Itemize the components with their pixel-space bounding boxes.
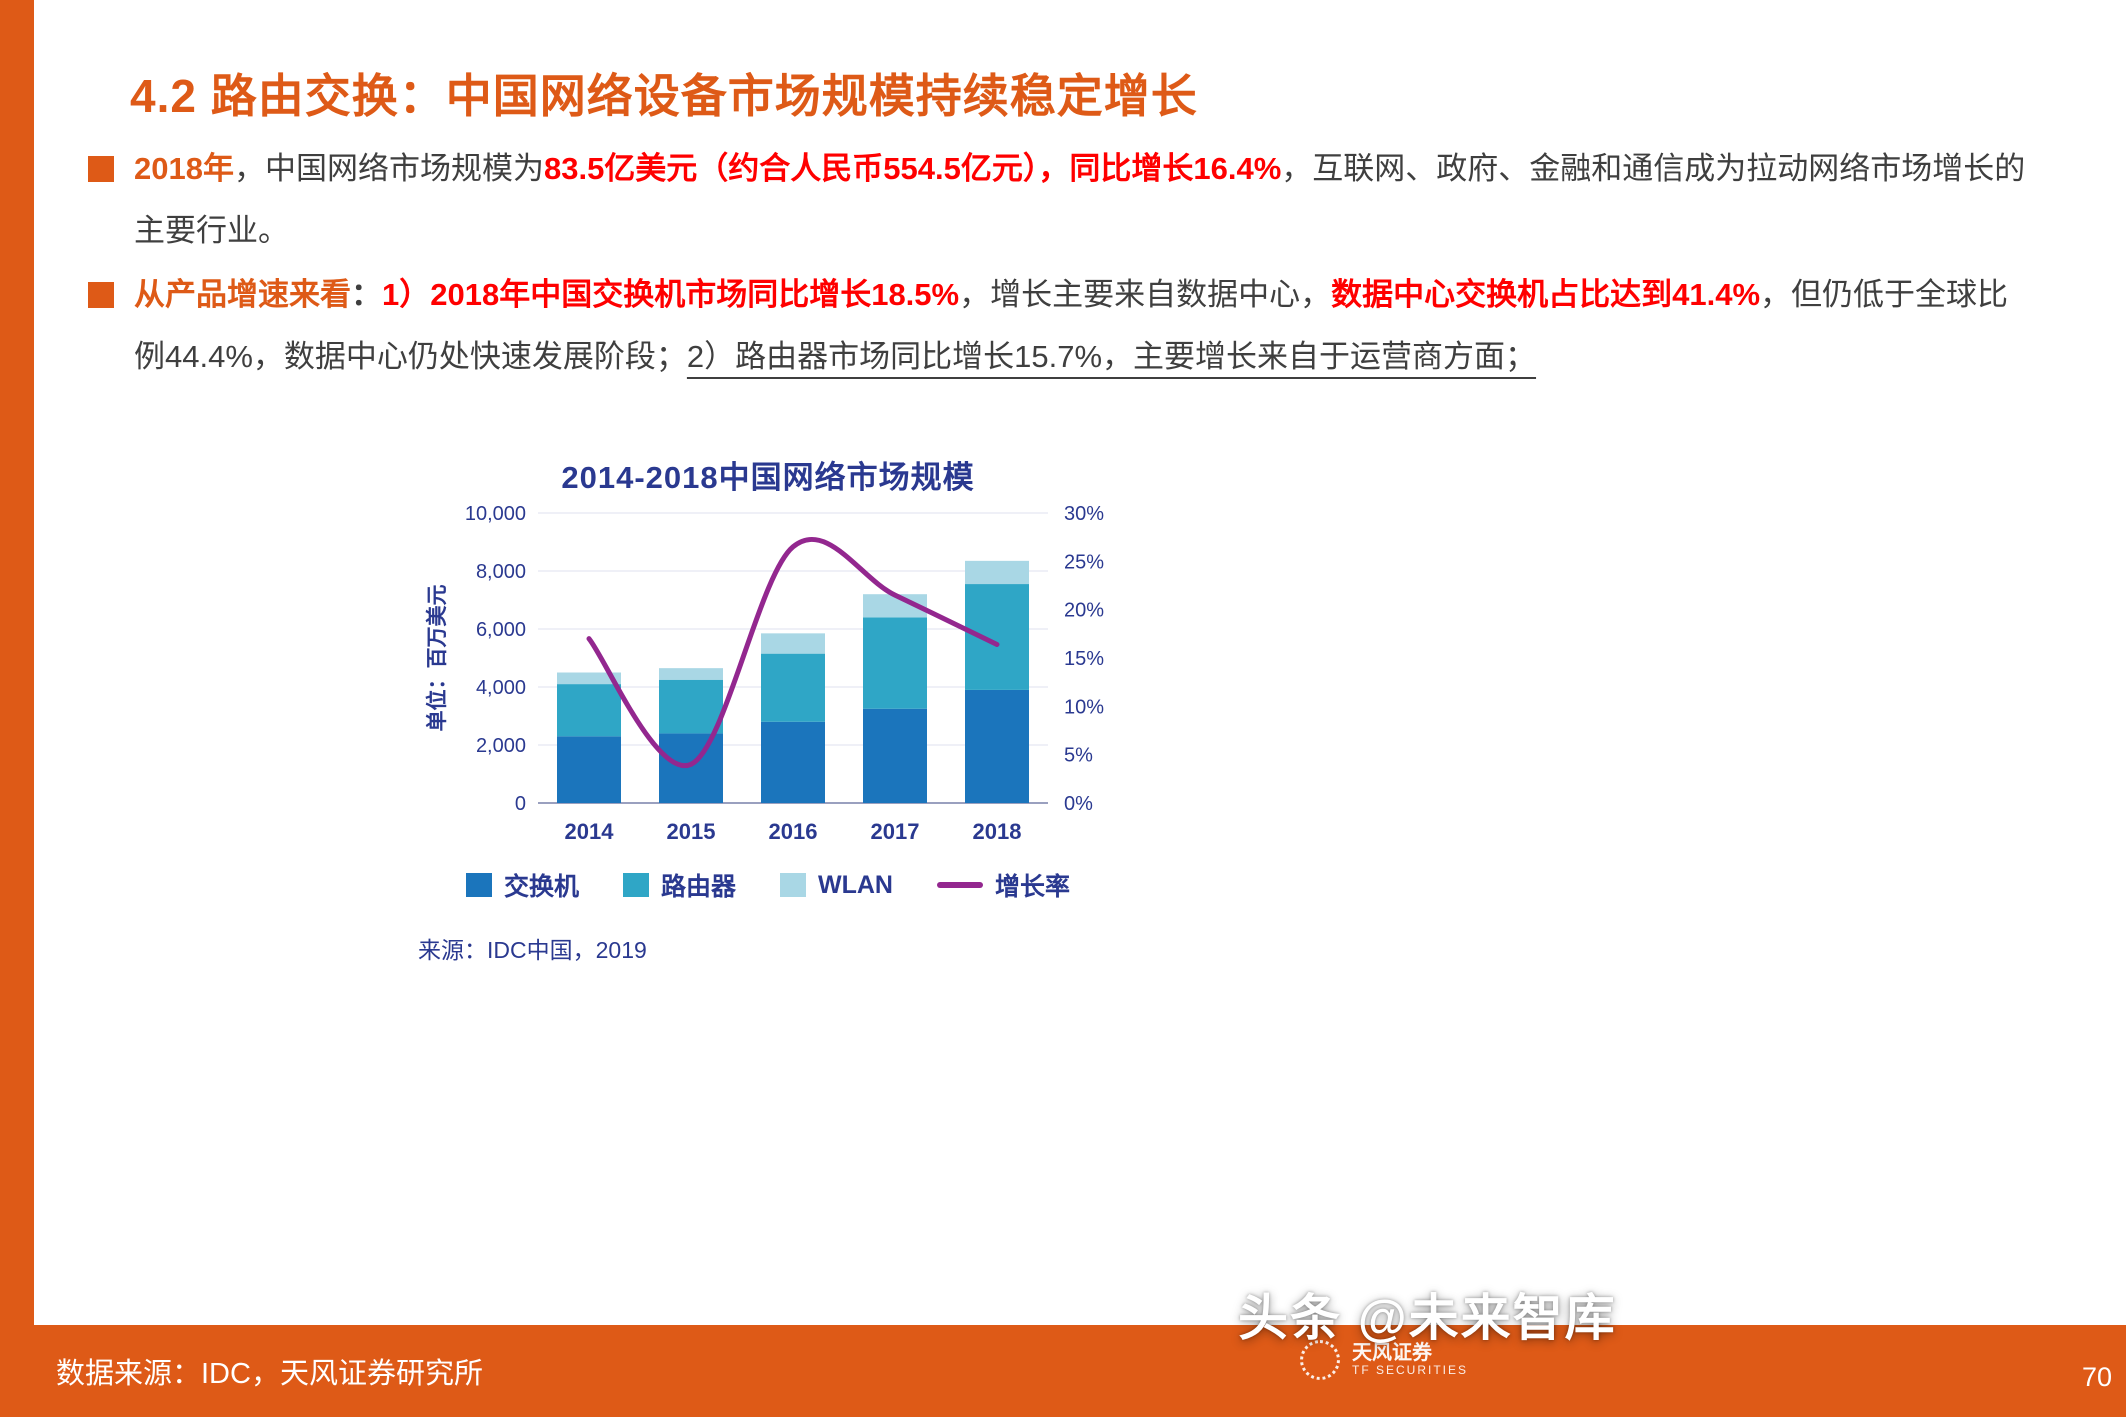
left-axis-tick-label: 10,000 (465, 505, 526, 525)
bar-segment (965, 584, 1029, 690)
bullet-item-2: 从产品增速来看：1）2018年中国交换机市场同比增长18.5%，增长主要来自数据… (88, 264, 2038, 388)
bar-segment (659, 679, 723, 734)
text-segment: ，增长主要来自数据中心， (959, 277, 1332, 312)
legend-square-swatch-icon (623, 873, 649, 897)
text-segment: ，但仍低于全球比例44.4%，数据中心仍处快速发展阶段； (134, 277, 2009, 374)
legend-square-swatch-icon (780, 873, 807, 897)
page-title: 4.2 路由交换：中国网络设备市场规模持续稳定增长 (130, 70, 1198, 122)
left-axis-tick-label: 6,000 (476, 619, 526, 641)
toutiao-watermark: 头条 @未来智库 (1238, 1290, 1617, 1346)
bar-segment (863, 708, 927, 803)
bar-segment (557, 684, 621, 737)
footer-bar: 数据来源：IDC，天风证券研究所 (0, 1325, 2126, 1417)
text-segment: 数据中心交换机占比达到41.4% (1331, 277, 1761, 312)
right-axis-tick-label: 15% (1064, 648, 1104, 670)
bar-segment (863, 617, 927, 709)
market-chart-block: 2014-2018中国网络市场规模 0 2,000 4,000 6,000 8,000 1… (418, 452, 1118, 965)
right-axis-tick-label: 5% (1064, 745, 1093, 767)
legend-item: 路由器 (623, 867, 736, 903)
text-segment: ，中国网络市场规模为 (233, 151, 544, 186)
page-number: 70 (2081, 1362, 2112, 1392)
bullet-text-2: 从产品增速来看：1）2018年中国交换机市场同比增长18.5%，增长主要来自数据… (134, 264, 2034, 388)
chart-legend: 交换机 路由器 WLAN 增长率 (418, 867, 1118, 903)
chart-source-note: 来源：IDC中国，2019 (418, 937, 647, 963)
y-axis-title: 单位：百万美元 (425, 585, 449, 732)
x-axis-label: 2017 (871, 819, 920, 844)
right-axis-tick-label: 30% (1064, 505, 1104, 525)
text-segment: ，互联网、政府、金融和通信成为拉动网络市场增长的主要行业。 (134, 151, 2026, 248)
bar-segment (761, 653, 825, 722)
text-segment: 2）路由器市场同比增长15.7%，主要增长来自于运营商方面； (686, 339, 1537, 374)
bullet-square-icon (88, 156, 114, 182)
legend-item: WLAN (780, 871, 893, 900)
right-axis-tick-label: 0% (1064, 793, 1093, 815)
bar-segment (965, 560, 1029, 585)
right-axis-tick-label: 10% (1064, 696, 1104, 718)
legend-label: 增长率 (995, 873, 1071, 901)
bar-segment (557, 736, 621, 803)
bar-segment (863, 594, 927, 618)
bar-segment (965, 689, 1029, 803)
tf-logo-text: 天风证券 TF SECURITIES (1352, 1342, 1468, 1377)
x-axis-label: 2014 (565, 819, 615, 844)
text-segment: 2018年 (134, 151, 234, 186)
tf-logo-cn: 天风证券 (1352, 1342, 1432, 1365)
bullet-list: 2018年，中国网络市场规模为83.5亿美元（约合人民币554.5亿元），同比增… (88, 138, 2038, 390)
bar-segment (659, 668, 723, 680)
bar-segment (761, 721, 825, 803)
x-axis-label: 2015 (667, 819, 716, 844)
bullet-item-1: 2018年，中国网络市场规模为83.5亿美元（约合人民币554.5亿元），同比增… (88, 138, 2038, 262)
bullet-text-1: 2018年，中国网络市场规模为83.5亿美元（约合人民币554.5亿元），同比增… (134, 138, 2034, 262)
tf-logo-en: TF SECURITIES (1352, 1363, 1469, 1378)
market-chart: 0 2,000 4,000 6,000 8,000 10,000 0% 5% 10% 15% 20%… (418, 503, 1118, 853)
legend-item: 交换机 (465, 867, 579, 903)
bar-segment (557, 672, 621, 685)
legend-item: 增长率 (937, 867, 1070, 903)
text-segment: ： (351, 277, 382, 312)
x-axis-label: 2018 (973, 819, 1022, 844)
legend-label: 交换机 (503, 873, 579, 901)
legend-line-swatch-icon (937, 882, 983, 888)
x-axis-label: 2016 (769, 819, 818, 844)
legend-label: WLAN (818, 870, 893, 899)
legend-square-swatch-icon (465, 873, 492, 897)
left-axis-tick-label: 4,000 (476, 677, 526, 699)
left-axis-tick-label: 0 (515, 793, 526, 815)
bar-segment (761, 633, 825, 654)
tf-globe-icon (1300, 1340, 1340, 1380)
legend-label: 路由器 (661, 873, 737, 901)
chart-title: 2014-2018中国网络市场规模 (561, 460, 975, 495)
left-accent-strip (0, 0, 34, 1417)
right-axis-tick-label: 20% (1064, 600, 1104, 622)
bar-segment (659, 733, 723, 803)
text-segment: 1）2018年中国交换机市场同比增长18.5% (382, 277, 960, 312)
growth-line (586, 537, 1000, 769)
footer-source-text: 数据来源：IDC，天风证券研究所 (56, 1358, 483, 1390)
text-segment: 从产品增速来看 (134, 277, 351, 312)
tf-securities-logo: 天风证券 TF SECURITIES (1300, 1340, 1468, 1380)
bullet-square-icon (88, 282, 114, 308)
left-axis-tick-label: 2,000 (476, 735, 526, 757)
right-axis-tick-label: 25% (1064, 551, 1104, 573)
text-segment: 83.5亿美元（约合人民币554.5亿元），同比增长16.4% (543, 151, 1282, 186)
market-chart-svg: 0 2,000 4,000 6,000 8,000 10,000 0% 5% 10% 15% 20%… (425, 503, 1104, 844)
left-axis-tick-label: 8,000 (476, 561, 526, 583)
